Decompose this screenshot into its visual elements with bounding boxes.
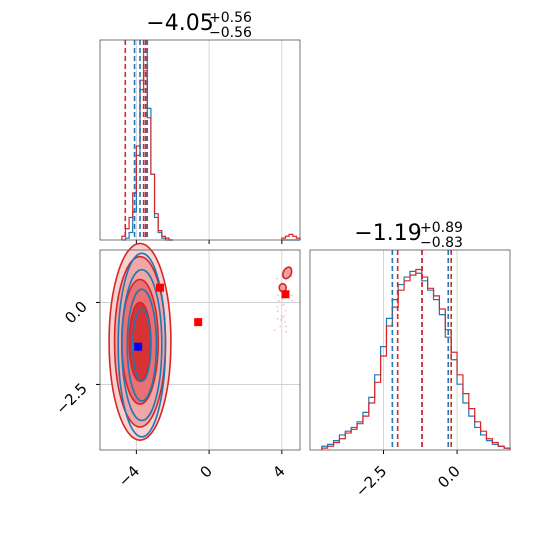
param-2-histogram-series [321,268,511,450]
red-contour-secondary [282,266,293,280]
param-2-histogram-panel: −2.5 0.0 −1.19 +0.89 −0.83 [309,220,511,501]
sample-dot [285,330,288,333]
sample-dot [281,317,284,320]
param-1-title: −4.05 [146,11,213,36]
sample-dot [276,317,279,320]
param-1-histogram-frame [99,39,301,241]
sample-dot [279,318,282,321]
joint-frame [99,249,301,451]
sample-dot [277,294,279,297]
sample-dot [291,299,294,302]
param-2-quantile-lines [391,250,452,450]
square-marker [134,342,143,351]
param-2-title-upper-error: +0.89 [420,220,463,236]
param-2-title-value: −1.19 [354,221,421,246]
histogram-series-2 [321,268,511,450]
param-1-histogram-panel: −4.05 +0.56 −0.56 [99,10,301,244]
param-2-title-lower-error: −0.83 [420,235,463,251]
square-marker [194,318,203,327]
param-1-quantile-lines [124,40,149,240]
sample-dot [281,297,284,300]
sample-dot [290,294,293,297]
histogram-series-2 [121,70,301,241]
blue-contour-level [126,288,158,402]
param-1-title-upper-error: +0.56 [209,10,252,26]
sample-dot [282,315,285,318]
sample-dot [284,309,287,312]
param-1-title-lower-error: −0.56 [209,25,252,41]
blue-contour-level [121,268,163,422]
sample-dot [280,315,283,318]
square-marker [281,290,290,299]
param-2-histogram-frame [309,249,511,451]
square-marker [156,283,164,292]
sample-dot [278,300,281,302]
blue-contour-level [117,252,167,438]
sample-dot [280,304,283,307]
sample-dot [276,310,279,312]
sample-dot [282,303,285,306]
param-2-title: −1.19 [354,221,421,246]
sample-dot [276,301,279,304]
joint-square-markers [134,283,290,351]
sample-dot [273,329,276,331]
sample-dot [276,305,279,308]
sample-dot [285,325,287,328]
param-1-title-value: −4.05 [146,11,213,36]
joint-contours [108,242,293,441]
param-2-histogram-grid [383,250,458,450]
sample-dot [284,321,286,324]
blue-contour-level [131,308,152,382]
sample-dot [276,277,278,280]
sample-dot [279,325,282,328]
